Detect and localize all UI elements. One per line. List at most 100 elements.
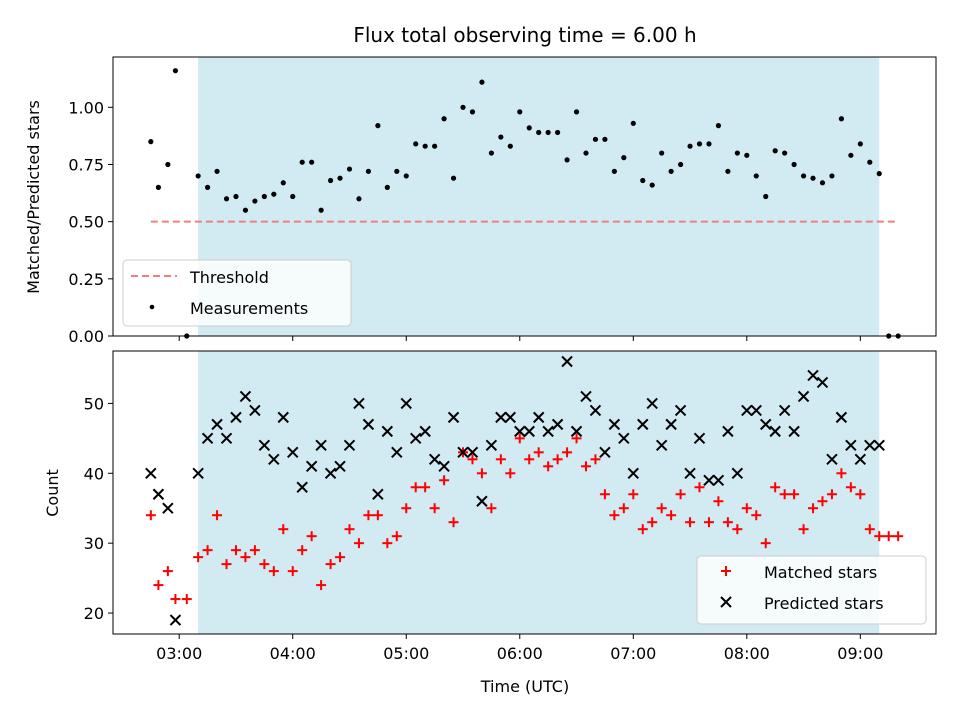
predicted-star-point	[712, 474, 725, 486]
predicted-star-point	[760, 418, 772, 431]
predicted-star-point	[410, 432, 422, 445]
legend-measurements-swatch	[149, 304, 155, 310]
predicted-star-point	[305, 460, 318, 473]
x-tick-label: 08:00	[724, 644, 770, 663]
top-y-ticks: 0.00 0.25 0.50 0.75 1.00	[68, 98, 113, 346]
top-y-tick-label: 0.75	[68, 155, 104, 174]
matched-star-point	[864, 524, 875, 535]
predicted-star-point	[353, 397, 365, 410]
bottom-axes-frame	[112, 350, 937, 635]
matched-star-point	[874, 531, 885, 542]
matched-star-point	[628, 489, 639, 500]
predicted-star-point	[646, 397, 658, 410]
measurement-point	[536, 129, 542, 136]
matched-star-point	[297, 545, 308, 556]
measurement-point	[640, 177, 646, 184]
measurement-point	[876, 171, 882, 177]
measurement-point	[413, 141, 419, 147]
top-axes-frame	[112, 56, 937, 337]
predicted-star-point	[778, 404, 791, 417]
legend-matched-label: Matched stars	[764, 563, 877, 582]
top-legend: Threshold Measurements	[122, 259, 352, 327]
matched-star-point	[543, 461, 554, 472]
predicted-star-point	[835, 411, 848, 424]
matched-star-point	[391, 531, 402, 542]
measurement-point	[280, 180, 286, 186]
top-legend-box	[122, 259, 352, 327]
predicted-star-point	[296, 481, 308, 493]
predicted-star-point	[788, 425, 800, 438]
measurement-point	[791, 161, 797, 168]
predicted-star-point	[169, 614, 182, 626]
predicted-star-point	[258, 439, 271, 452]
predicted-star-point	[457, 446, 469, 459]
predicted-star-point	[618, 432, 630, 445]
matched-star-point	[741, 503, 752, 514]
matched-star-point	[278, 524, 289, 535]
matched-star-point	[883, 531, 894, 542]
matched-star-point	[448, 517, 459, 528]
matched-star-point	[372, 510, 383, 521]
bottom-legend-box	[696, 555, 927, 625]
x-tick-label: 09:00	[837, 644, 883, 663]
matched-star-point	[162, 566, 173, 577]
bottom-predicted-stars	[145, 355, 885, 626]
measurement-point	[384, 184, 390, 190]
predicted-star-point	[324, 467, 337, 479]
measurement-point	[573, 109, 580, 115]
measurement-point	[469, 109, 476, 115]
measurement-point	[545, 129, 551, 136]
measurement-point	[204, 184, 211, 190]
measurement-point	[403, 173, 409, 179]
measurement-point	[299, 159, 305, 165]
matched-star-point	[230, 545, 241, 556]
predicted-star-point	[372, 488, 384, 500]
matched-star-point	[514, 433, 525, 444]
matched-star-point	[212, 510, 223, 521]
matched-star-point	[193, 552, 204, 563]
matched-star-point	[259, 559, 270, 570]
top-y-axis-label: Matched/Predicted stars	[24, 100, 43, 294]
legend-matched-swatch	[721, 566, 731, 576]
predicted-star-point	[523, 425, 535, 438]
measurement-point	[450, 175, 457, 181]
measurement-point	[848, 152, 854, 158]
top-y-tick-label: 0.50	[68, 213, 104, 232]
predicted-star-point	[684, 467, 696, 479]
matched-star-point	[202, 545, 213, 556]
x-tick-label: 06:00	[497, 644, 543, 663]
measurement-point	[498, 134, 504, 140]
top-y-tick-label: 1.00	[68, 98, 104, 117]
predicted-star-point	[162, 502, 174, 514]
measurement-point	[659, 150, 665, 156]
predicted-star-point	[750, 404, 762, 417]
predicted-star-point	[495, 411, 507, 424]
matched-star-point	[221, 559, 232, 570]
matched-star-point	[335, 552, 346, 563]
predicted-star-point	[665, 418, 677, 431]
top-measurements	[148, 68, 901, 339]
predicted-star-point	[722, 425, 734, 438]
matched-star-point	[694, 482, 705, 493]
matched-star-point	[666, 510, 677, 521]
measurement-point	[592, 136, 599, 142]
predicted-star-point	[438, 460, 450, 473]
measurement-point	[782, 150, 788, 156]
chart-title: Flux total observing time = 6.00 h	[353, 23, 696, 47]
measurement-point	[422, 143, 428, 149]
matched-star-point	[287, 566, 298, 577]
measurement-point	[365, 168, 372, 174]
matched-star-point	[893, 531, 904, 542]
predicted-star-point	[145, 467, 157, 479]
matched-star-point	[779, 489, 790, 500]
predicted-star-point	[201, 432, 214, 445]
matched-star-point	[817, 496, 828, 507]
measurement-point	[148, 139, 154, 145]
measurement-point	[172, 68, 179, 74]
matched-star-point	[170, 594, 181, 605]
predicted-star-point	[864, 439, 876, 452]
measurement-point	[649, 182, 655, 188]
x-tick-label: 05:00	[383, 644, 429, 663]
bottom-matched-stars	[145, 433, 904, 605]
legend-measurements-label: Measurements	[190, 299, 308, 318]
